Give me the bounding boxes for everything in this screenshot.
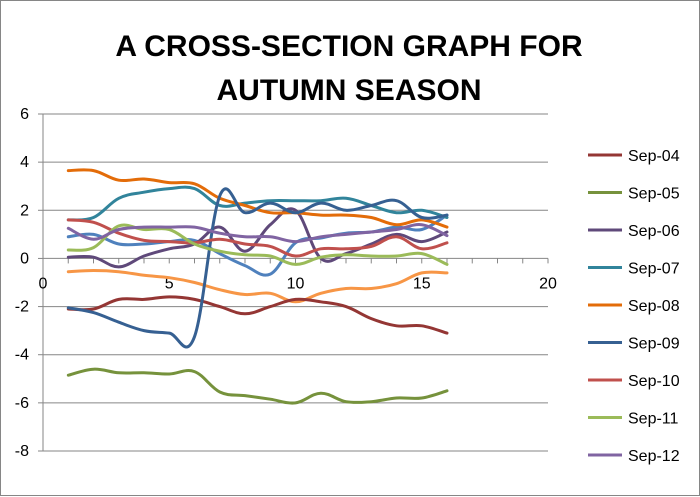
series-line-sep-08: [66, 168, 449, 229]
x-tick-label: 5: [165, 275, 174, 292]
x-tick-label: 15: [413, 275, 431, 292]
y-tick-labels: 6 4 2 0 -2 -4 -6 -8: [15, 106, 29, 460]
series-line-sep-04: [66, 295, 449, 335]
series-line-sep-10: [66, 218, 449, 258]
series-line-sep-05: [66, 367, 449, 405]
series-line-sep-07: [66, 185, 449, 222]
y-tick-label: -8: [15, 443, 29, 460]
series-line-sep-06: [66, 207, 449, 269]
legend: Sep-04 Sep-05 Sep-06 Sep-07 Sep-08 Sep-09 Sep-…: [588, 148, 680, 465]
legend-label-sep-08: Sep-08: [628, 298, 680, 315]
series-line-sep-09: [66, 187, 449, 349]
legend-label-sep-11: Sep-11: [628, 411, 679, 428]
y-tick-label: -4: [15, 347, 29, 364]
x-tick-label: 10: [287, 275, 305, 292]
axes: [38, 113, 549, 452]
y-tick-label: 6: [20, 106, 29, 123]
y-tick-label: 0: [20, 250, 29, 267]
series-lines: [66, 168, 449, 405]
legend-label-sep-12: Sep-12: [628, 448, 680, 465]
y-tick-label: 4: [20, 154, 29, 171]
series-line-sep-12: [66, 223, 449, 244]
legend-label-sep-05: Sep-05: [628, 186, 680, 203]
y-tick-label: -2: [15, 299, 29, 316]
x-tick-labels: 0 5 10 15 20: [39, 275, 557, 292]
series-line-unlabeled-9: [66, 213, 449, 277]
chart-title-line-2: AUTUMN SEASON: [216, 74, 481, 107]
x-tick-label: 20: [539, 275, 557, 292]
y-tick-label: -6: [15, 395, 29, 412]
chart-title-line-1: A CROSS-SECTION GRAPH FOR: [115, 30, 583, 63]
legend-label-sep-04: Sep-04: [628, 148, 680, 165]
legend-label-sep-09: Sep-09: [628, 336, 680, 353]
legend-label-sep-06: Sep-06: [628, 223, 680, 240]
x-tick-label: 0: [39, 275, 48, 292]
legend-label-sep-07: Sep-07: [628, 261, 680, 278]
legend-label-sep-10: Sep-10: [628, 373, 680, 390]
series-line-unlabeled-10: [66, 269, 449, 304]
y-tick-label: 2: [20, 202, 29, 219]
